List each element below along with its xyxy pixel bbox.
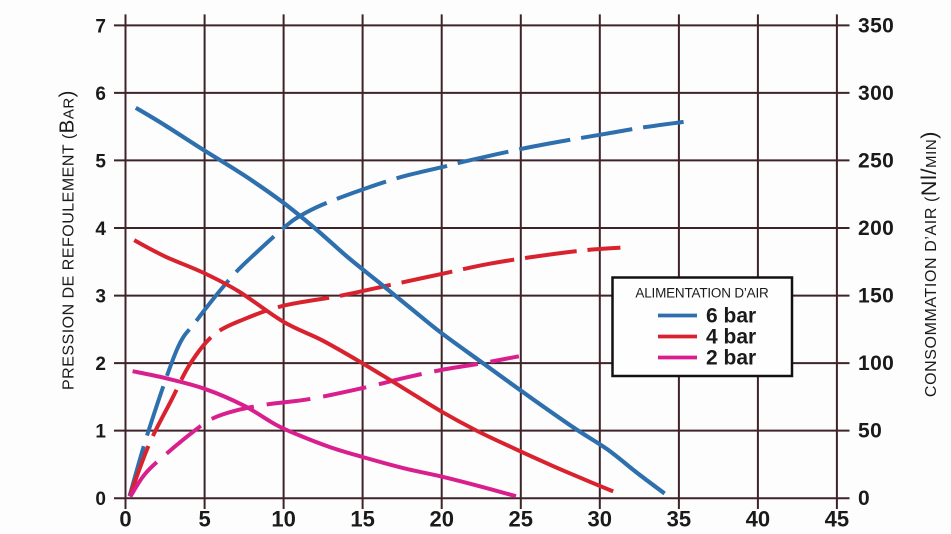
svg-text:PRESSION DE REFOULEMENT (BAR): PRESSION DE REFOULEMENT (BAR) bbox=[56, 90, 79, 390]
svg-text:1: 1 bbox=[95, 422, 106, 443]
svg-text:15: 15 bbox=[350, 507, 374, 532]
svg-text:ALIMENTATION D’AIR: ALIMENTATION D’AIR bbox=[635, 286, 769, 301]
svg-text:0: 0 bbox=[858, 487, 870, 510]
svg-text:6: 6 bbox=[95, 84, 106, 105]
svg-text:200: 200 bbox=[858, 217, 894, 240]
svg-text:50: 50 bbox=[858, 420, 882, 443]
svg-text:30: 30 bbox=[588, 507, 612, 532]
svg-text:4 bar: 4 bar bbox=[706, 326, 756, 349]
svg-text:5: 5 bbox=[198, 507, 210, 532]
svg-text:300: 300 bbox=[858, 82, 894, 105]
svg-text:45: 45 bbox=[825, 507, 849, 532]
svg-text:150: 150 bbox=[858, 285, 894, 308]
svg-text:6 bar: 6 bar bbox=[706, 305, 756, 328]
svg-text:7: 7 bbox=[95, 16, 106, 37]
svg-text:5: 5 bbox=[95, 151, 106, 172]
svg-text:20: 20 bbox=[429, 507, 453, 532]
svg-text:2: 2 bbox=[95, 354, 106, 375]
svg-text:3: 3 bbox=[95, 287, 106, 308]
svg-text:25: 25 bbox=[509, 507, 533, 532]
svg-text:10: 10 bbox=[271, 507, 295, 532]
svg-text:0: 0 bbox=[95, 489, 106, 510]
svg-text:250: 250 bbox=[858, 149, 894, 172]
svg-text:0: 0 bbox=[119, 507, 131, 532]
svg-text:100: 100 bbox=[858, 352, 894, 375]
svg-text:2 bar: 2 bar bbox=[706, 347, 756, 370]
svg-text:4: 4 bbox=[95, 219, 106, 240]
svg-text:40: 40 bbox=[746, 507, 770, 532]
svg-text:350: 350 bbox=[858, 14, 894, 37]
svg-text:35: 35 bbox=[667, 507, 691, 532]
